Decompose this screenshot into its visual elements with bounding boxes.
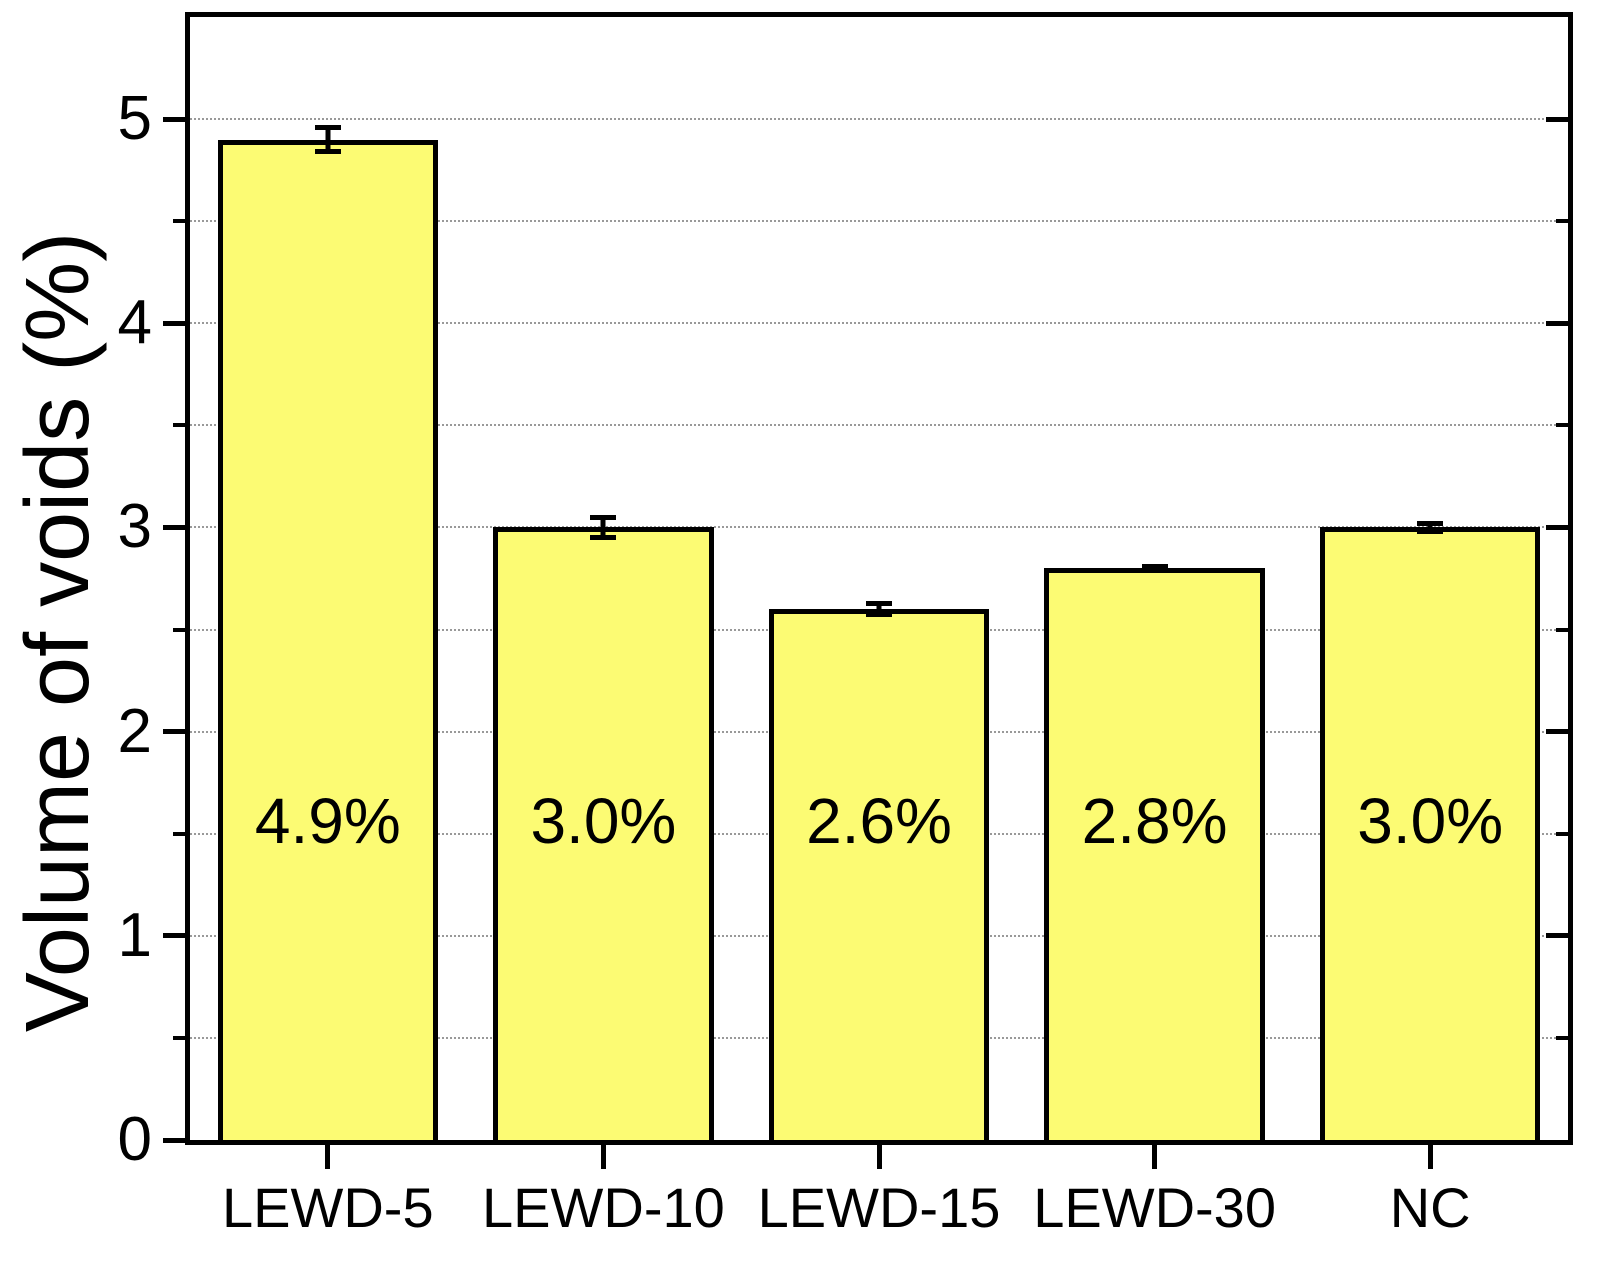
bar-value-label: 3.0% [1357,785,1504,858]
bar-value-label: 3.0% [530,785,677,858]
y-axis-major-tick [163,116,185,122]
error-bar [866,600,892,618]
x-axis-tick [600,1145,606,1169]
plot-area: 4.9% 3.0% 2.6% 2.8% 3.0% [185,12,1573,1145]
gridline [190,424,1568,427]
error-bar-line [325,125,331,154]
error-bar [590,515,617,540]
error-bar [1417,521,1444,534]
bar-value-label: 2.8% [1081,785,1228,858]
y-axis-minor-tick [173,627,185,632]
bar-NC [1319,527,1541,1140]
y-tick-label: 3 [117,492,152,562]
x-tick-label-LEWD-15: LEWD-15 [757,1176,1001,1239]
error-bar-bottom-cap [1417,528,1444,534]
y-axis-minor-tick [173,423,185,428]
error-bar-line [600,515,606,540]
y-tick-label: 5 [117,84,152,154]
x-tick-label-LEWD-5: LEWD-5 [222,1176,434,1239]
error-bar-line [876,600,882,618]
error-bar-bottom-cap [1141,567,1168,573]
error-bar-bottom-cap [314,148,341,154]
right-axis-major-tick [1546,933,1568,939]
y-axis-major-tick [163,933,185,939]
right-axis-major-tick [1546,524,1568,530]
y-tick-label: 4 [117,288,152,358]
error-bar-top-cap [314,125,341,131]
error-bar-bottom-cap [590,534,617,540]
y-axis-major-tick [163,524,185,530]
right-axis-major-tick [1546,116,1568,122]
right-axis-minor-tick [1556,219,1568,224]
y-tick-label: 2 [117,696,152,766]
y-axis-minor-tick [173,831,185,836]
x-axis-tick [325,1145,331,1169]
right-axis-major-tick [1546,729,1568,735]
error-bar-bottom-cap [866,612,892,618]
x-tick-label-LEWD-30: LEWD-30 [1033,1176,1276,1239]
y-axis-minor-tick [173,1035,185,1040]
bar-LEWD-15 [768,609,990,1140]
right-axis-minor-tick [1556,1035,1568,1040]
gridline [190,118,1568,121]
y-axis-major-tick [163,729,185,735]
error-bar-top-cap [590,515,617,521]
error-bar [314,125,341,154]
y-axis-minor-tick [173,219,185,224]
right-axis-major-tick [1546,320,1568,326]
y-axis-major-tick [163,1137,185,1143]
error-bar [1141,564,1168,573]
x-axis-tick [1427,1145,1433,1169]
x-tick-label-LEWD-10: LEWD-10 [482,1176,725,1239]
bar-value-label: 2.6% [806,785,952,858]
right-axis-minor-tick [1556,627,1568,632]
y-tick-label: 1 [117,900,152,970]
gridline [190,526,1568,529]
bar-LEWD-5 [217,139,439,1140]
x-axis-tick [1152,1145,1158,1169]
x-axis-tick [876,1145,882,1169]
error-bar-top-cap [866,600,892,606]
y-axis-major-tick [163,320,185,326]
right-axis-minor-tick [1556,831,1568,836]
bar-value-label: 4.9% [254,785,401,858]
error-bar-top-cap [1417,521,1444,527]
bar-LEWD-10 [493,527,714,1140]
error-bar-line [1427,521,1433,534]
x-tick-label-NC: NC [1389,1176,1471,1239]
right-axis-minor-tick [1556,423,1568,428]
gridline [190,322,1568,325]
error-bar-top-cap [1141,564,1168,570]
y-tick-label: 0 [117,1105,152,1174]
gridline [190,220,1568,223]
